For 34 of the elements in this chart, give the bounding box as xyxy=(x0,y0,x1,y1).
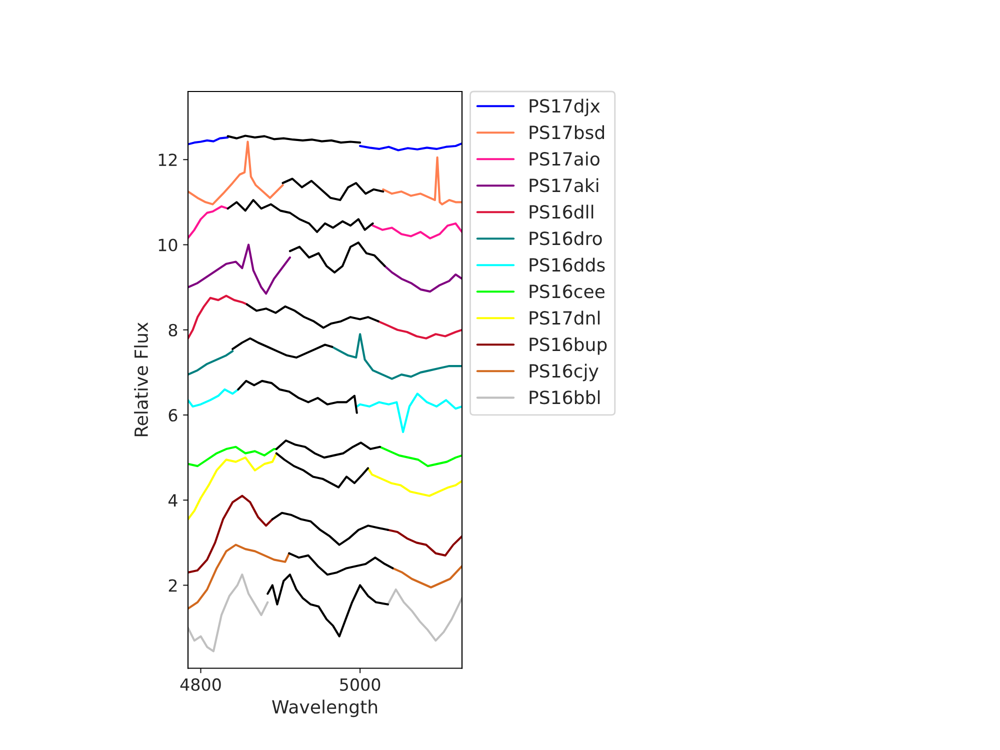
line-series xyxy=(275,452,370,488)
line-series xyxy=(266,574,389,638)
y-tick-label: 10 xyxy=(158,238,178,252)
legend-label: PS16cjy xyxy=(530,364,598,382)
legend-label: PS16dds xyxy=(530,258,605,272)
y-tick-label: 8 xyxy=(168,324,178,336)
line-series xyxy=(226,198,374,234)
line-series xyxy=(246,303,380,329)
line-series xyxy=(226,134,362,144)
line-series xyxy=(271,512,389,546)
x-axis-title: Wavelength xyxy=(272,700,378,718)
legend-label: PS16cee xyxy=(530,284,605,298)
legend-label: PS17djx xyxy=(530,98,600,116)
x-tick-label: 4800 xyxy=(180,678,221,691)
line-series xyxy=(288,552,394,576)
x-tick-label: 5000 xyxy=(340,678,380,691)
line-series xyxy=(232,337,334,359)
y-tick-label: 6 xyxy=(168,408,178,422)
y-tick-label: 12 xyxy=(158,154,177,166)
y-tick-label: 2 xyxy=(168,579,177,592)
legend-label: PS17aki xyxy=(530,178,598,192)
y-axis-title: Relative Flux xyxy=(134,322,148,436)
legend-label: PS16dro xyxy=(530,231,602,246)
legend-label: PS16bbl xyxy=(530,390,600,404)
line-series xyxy=(282,178,384,202)
line-series xyxy=(288,242,386,274)
legend-label: PS17dnl xyxy=(530,310,600,325)
line-series xyxy=(275,439,382,459)
legend-label: PS16dll xyxy=(530,204,594,219)
y-tick-label: 4 xyxy=(168,494,178,506)
line-series xyxy=(237,380,358,414)
legend-label: PS16bup xyxy=(530,337,607,355)
legend-label: PS17aio xyxy=(530,152,600,166)
legend-label: PS17bsd xyxy=(530,125,604,140)
